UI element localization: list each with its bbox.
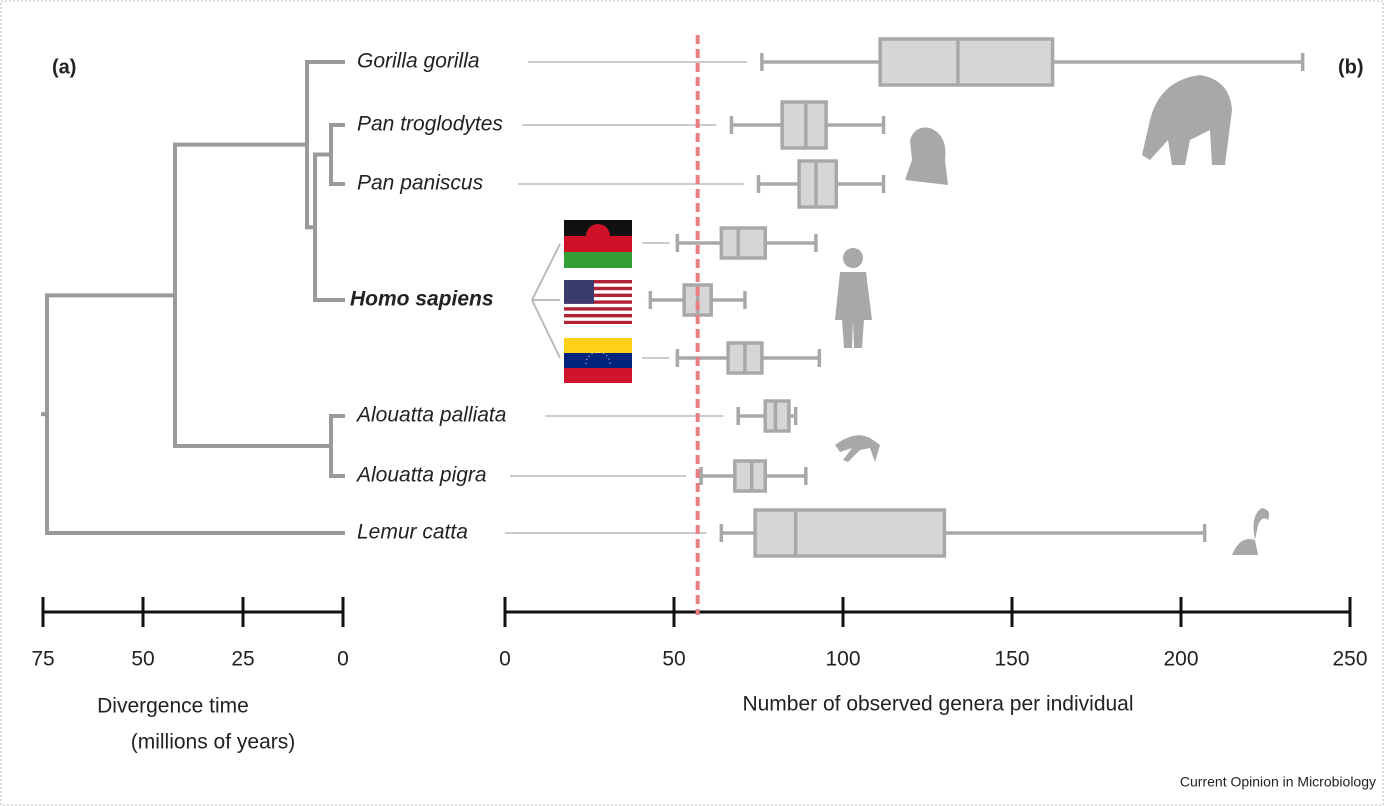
- x-tick-label: 100: [825, 648, 860, 671]
- leaf-label: Alouatta pigra: [355, 464, 487, 487]
- box: [880, 39, 1052, 85]
- panel-label: (a): [52, 56, 76, 78]
- source: Current Opinion in Microbiology: [1180, 774, 1376, 790]
- flag-venezuela: [564, 338, 632, 383]
- box: [721, 228, 765, 258]
- x-tick-label: 150: [994, 648, 1029, 671]
- x-axis-title: Number of observed genera per individual: [742, 693, 1133, 716]
- silhouettes: [835, 75, 1269, 555]
- x-tick-label: 200: [1163, 648, 1198, 671]
- x-tick-label: 0: [337, 648, 349, 671]
- x-tick-label: 75: [31, 648, 54, 671]
- x-tick-label: 25: [231, 648, 254, 671]
- flag-usa: [564, 280, 632, 324]
- x-axis-title: Divergence time: [97, 695, 249, 718]
- x-tick-label: 50: [662, 648, 685, 671]
- x-tick-label: 0: [499, 648, 511, 671]
- panel-label: (b): [1338, 56, 1364, 78]
- x-tick-label: 250: [1332, 648, 1367, 671]
- leaf-label: Lemur catta: [357, 521, 468, 544]
- flag-malawi: [564, 220, 632, 268]
- leaf-label: Pan troglodytes: [357, 113, 503, 136]
- x-tick-label: 50: [131, 648, 154, 671]
- page: (a) (b) Divergence time (millions of yea…: [0, 0, 1384, 806]
- box: [755, 510, 944, 556]
- leaf-label: Pan paniscus: [357, 172, 484, 195]
- figure: (a) (b) Divergence time (millions of yea…: [0, 0, 1384, 806]
- leaf-label: Gorilla gorilla: [357, 50, 480, 73]
- leaf-label: Alouatta palliata: [355, 404, 506, 427]
- x-axis-title: (millions of years): [131, 731, 296, 754]
- homo-bracket: [532, 244, 560, 358]
- leaf-label: Homo sapiens: [350, 288, 494, 311]
